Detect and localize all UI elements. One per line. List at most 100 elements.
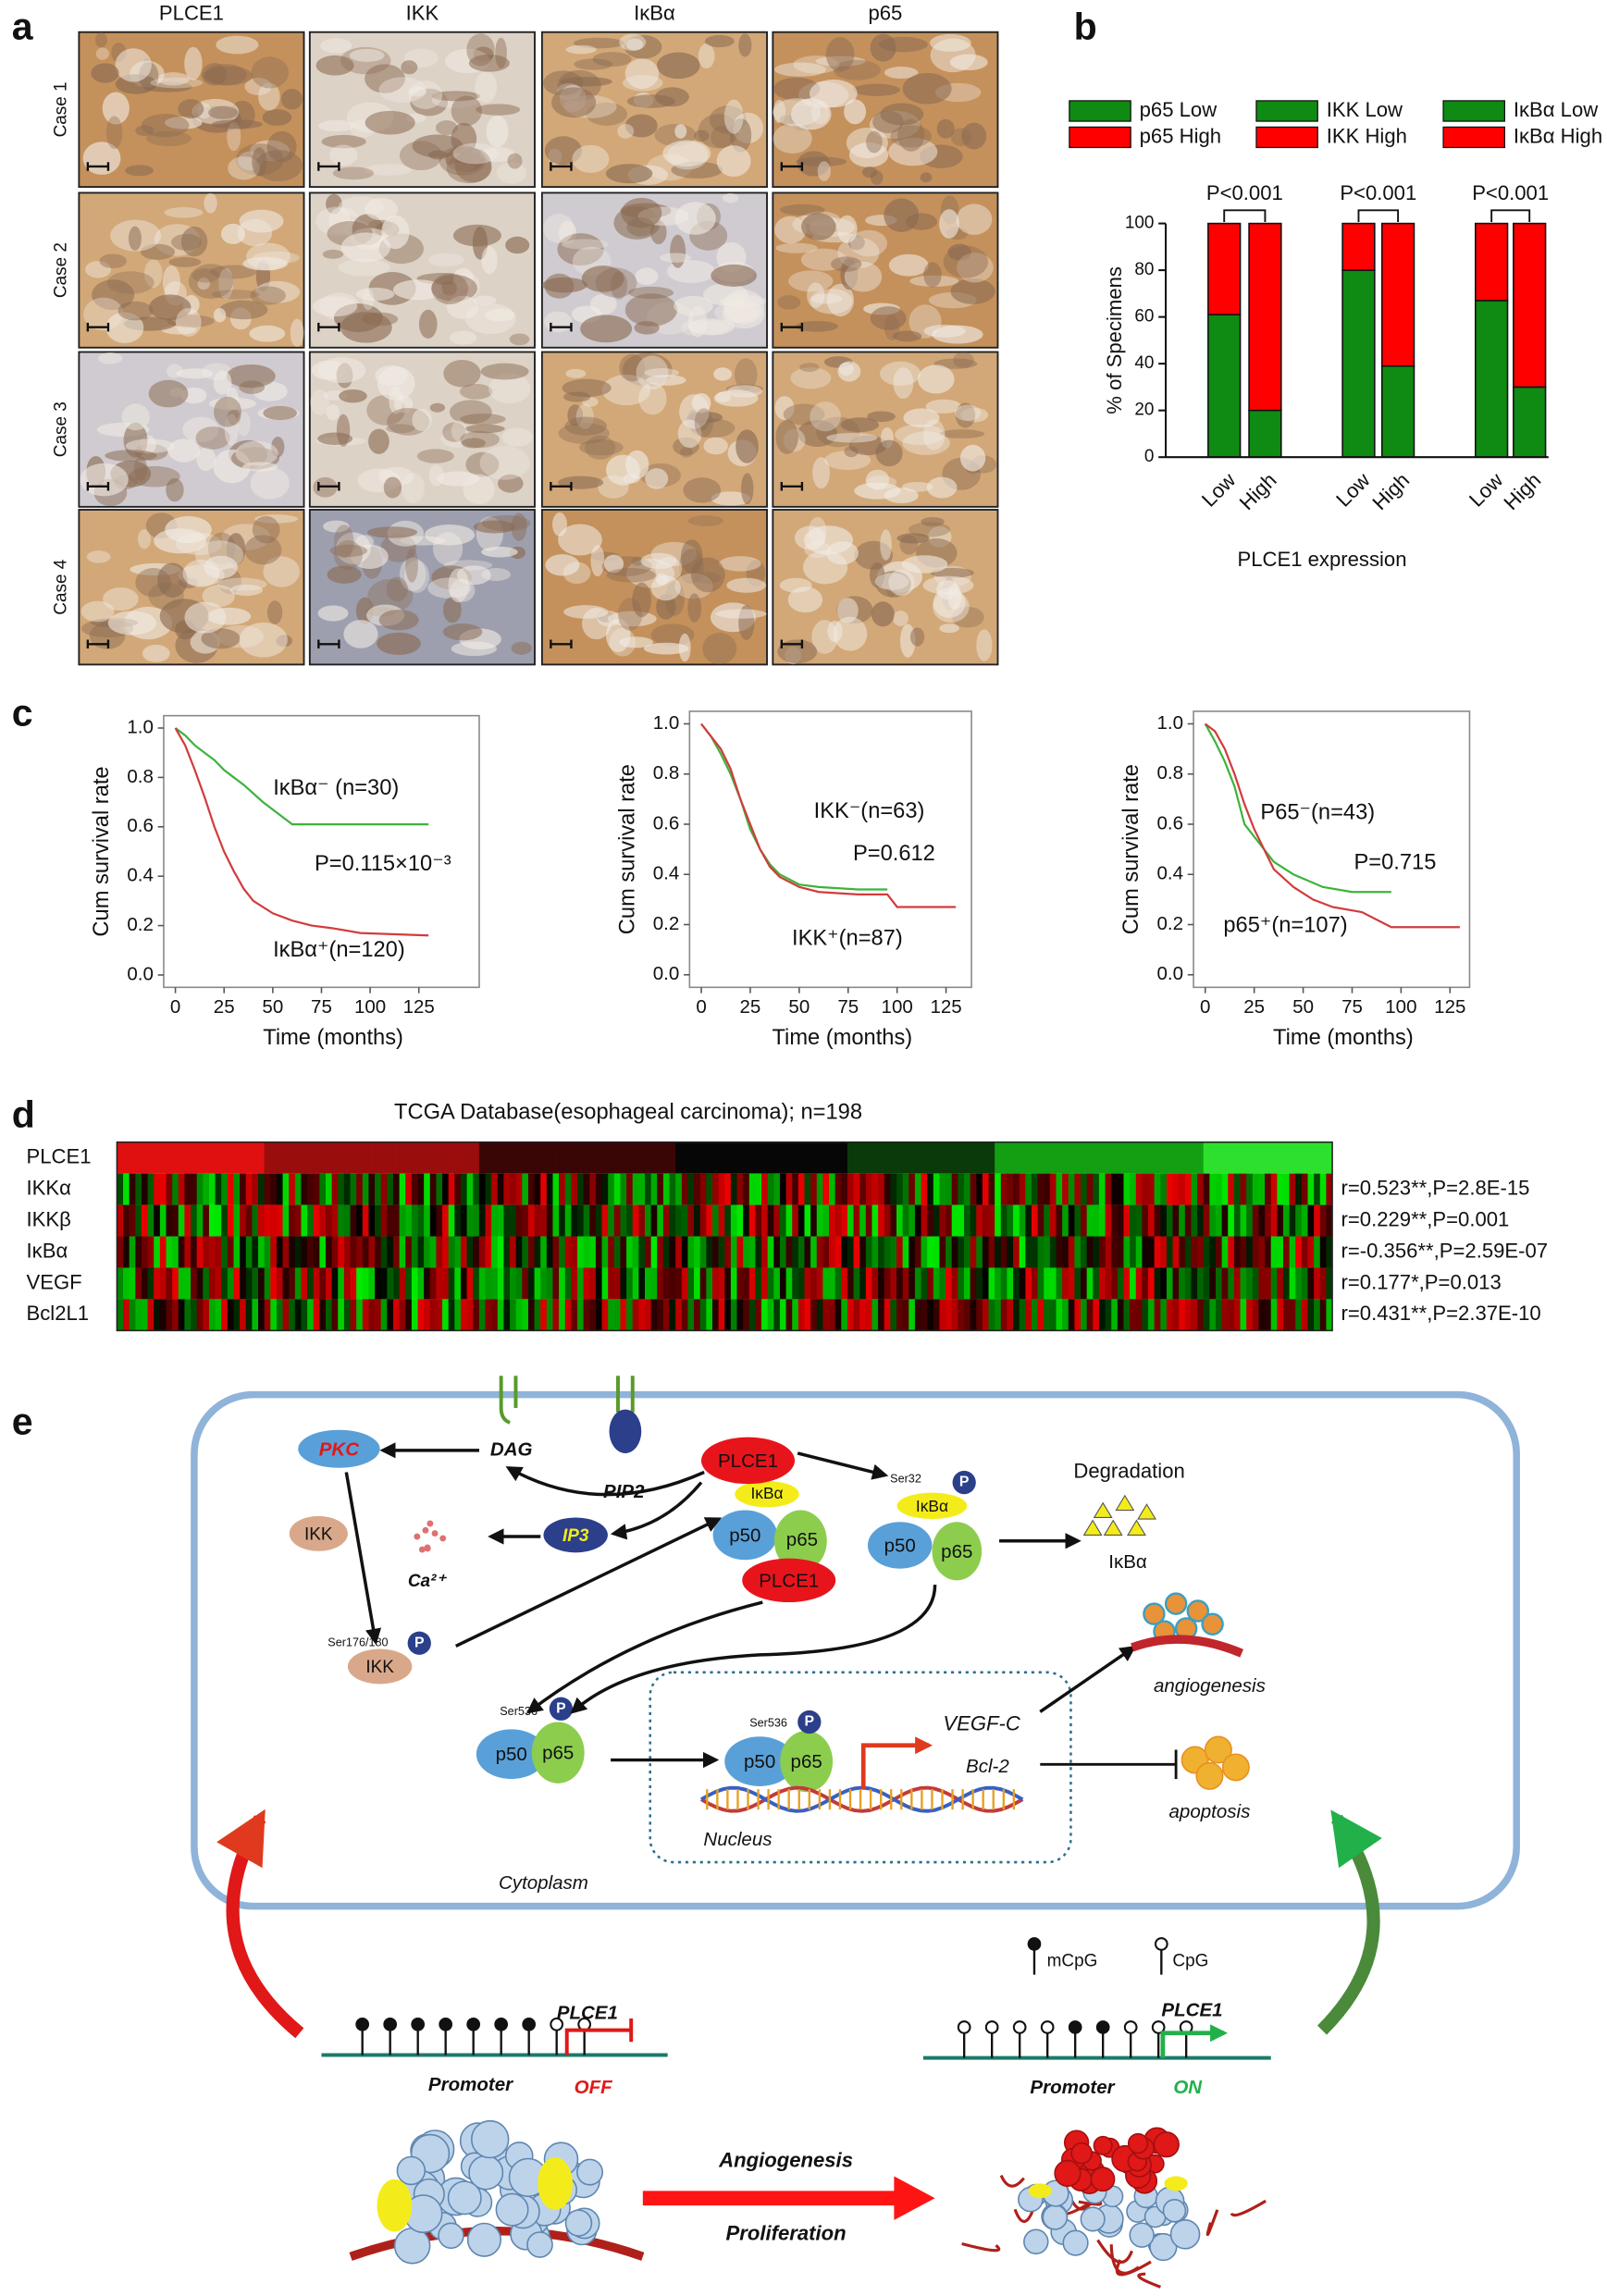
y-axis-label: Cum survival rate [90,766,114,936]
heatmap-cell [736,1299,744,1331]
heatmap-cell [718,1204,725,1237]
tissue-texture [660,253,691,263]
heatmap-cell [982,1267,989,1300]
scale-bar [550,162,573,171]
heatmap-cell [1098,1267,1106,1300]
heatmap-cell [669,1142,676,1174]
heatmap-cell [123,1236,130,1268]
heatmap-cell [233,1142,241,1174]
annotation: P=0.612 [853,842,935,866]
heatmap-cell [117,1267,124,1300]
heatmap-cell [1025,1204,1032,1237]
heatmap-cell [436,1204,443,1237]
heatmap-cell [730,1204,737,1237]
heatmap-cell [282,1142,290,1174]
diagram-label: Bcl-2 [966,1756,1009,1777]
heatmap-cell [1000,1173,1007,1205]
diagram-shape [1143,1602,1166,1625]
tissue-texture [585,435,616,460]
heatmap-cell [1289,1142,1296,1174]
heatmap-cell [1044,1267,1051,1300]
heatmap-cell [675,1299,683,1331]
heatmap-cell [1314,1142,1321,1174]
diagram-label: ON [1173,2077,1203,2098]
tissue-texture [196,447,216,472]
heatmap-cell [289,1204,296,1237]
heatmap-cell [675,1236,683,1268]
heatmap-cell [1246,1267,1254,1300]
heatmap-cell [982,1299,989,1331]
heatmap-cell [534,1204,541,1237]
heatmap-cell [123,1299,130,1331]
heatmap-cell [1252,1173,1259,1205]
heatmap-cell [650,1204,658,1237]
heatmap-cell [1191,1236,1198,1268]
heatmap-cell [1130,1299,1137,1331]
tissue-texture [318,119,355,132]
tissue-texture [565,44,597,55]
heatmap-cell [939,1299,946,1331]
tissue-texture [713,367,733,381]
diagram-shape [797,1710,822,1734]
tissue-texture [545,554,580,576]
heatmap-cell [1314,1267,1321,1300]
heatmap-cell [1123,1173,1131,1205]
heatmap-cell [571,1204,578,1237]
heatmap-cell [301,1173,308,1205]
tissue-texture [896,533,930,544]
heatmap-cell [343,1173,351,1205]
heatmap-cell [951,1204,958,1237]
tissue-texture [694,130,710,142]
tissue-texture [98,352,123,364]
tissue-texture [909,275,959,287]
heatmap-cell [1117,1236,1124,1268]
tissue-texture [473,295,497,305]
heatmap-cell [1148,1173,1156,1205]
heatmap-cell [859,1267,867,1300]
diagram-shape [724,1736,796,1786]
legend-label: p65 High [1140,124,1221,147]
heatmap-cell [380,1267,388,1300]
tissue-texture [656,52,700,80]
y-tick-label: 1.0 [127,716,154,737]
heatmap-cell [865,1204,872,1237]
tissue-texture [698,43,715,69]
heatmap-cell [736,1142,744,1174]
heatmap-cell [1282,1142,1291,1174]
heatmap-cell [326,1267,333,1300]
heatmap-cell [252,1267,259,1300]
diagram-shape [447,2180,482,2216]
heatmap-cell [515,1267,523,1300]
tissue-texture [249,325,286,342]
heatmap-cell [141,1142,149,1174]
heatmap-cell [473,1267,480,1300]
tissue-texture [280,88,303,110]
tissue-texture [94,31,107,48]
tissue-texture [99,253,127,268]
heatmap-cell [1062,1173,1069,1205]
heatmap-cell [1301,1142,1308,1174]
diagram-shape [525,1600,763,1714]
tissue-texture [86,550,111,563]
heatmap-cell [816,1236,823,1268]
heatmap-cell [878,1142,885,1174]
panel-label: b [1074,5,1097,47]
heatmap-cell [270,1173,278,1205]
heatmap-cell [1203,1299,1210,1331]
heatmap-cell [939,1142,946,1174]
tissue-texture [405,548,418,583]
y-tick-label: 20 [1134,401,1154,420]
heatmap-cell [564,1267,572,1300]
heatmap-cell [718,1236,725,1268]
scale-bar [550,482,573,491]
tissue-texture [511,512,527,541]
heatmap-cell [141,1236,149,1268]
heatmap-cell [1265,1173,1272,1205]
heatmap-cell [681,1267,688,1300]
diagram-label: CpG [1172,1951,1208,1970]
heatmap-cell [294,1267,302,1300]
heatmap-cell [240,1236,247,1268]
heatmap-cell [564,1173,572,1205]
heatmap-cell [478,1173,486,1205]
heatmap-cell [559,1267,566,1300]
